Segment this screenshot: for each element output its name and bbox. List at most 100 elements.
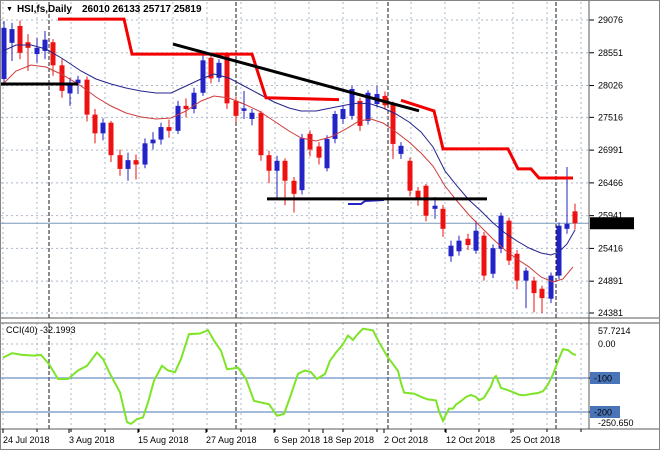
candle-body	[539, 288, 545, 299]
candle-body	[490, 248, 496, 274]
date-axis-label: 18 Sep 2018	[323, 435, 374, 445]
candle-body	[249, 112, 255, 119]
candle-body	[556, 225, 562, 276]
candle-body	[481, 235, 487, 276]
date-axis-label: 25 Oct 2018	[511, 435, 560, 445]
candle-body	[307, 133, 313, 150]
candle-body	[224, 54, 230, 104]
indicator-title: CCI(40) -32.1993	[6, 325, 76, 335]
chart-ohlc-values: 26010 26133 25717 25819	[81, 4, 202, 15]
date-axis-label: 15 Aug 2018	[138, 435, 189, 445]
candle-body	[473, 230, 479, 251]
trendline-object	[172, 42, 420, 113]
date-axis-label: 27 Aug 2018	[206, 435, 257, 445]
candle-body	[407, 160, 413, 191]
chart-title: ▼ HSI,fs,Daily 26010 26133 25717 25819	[6, 4, 202, 15]
ma-upper-line	[2, 44, 576, 256]
candle-body	[357, 100, 363, 126]
cci-level-label: -100	[594, 374, 612, 384]
candle-body	[216, 62, 222, 78]
candle-body	[415, 190, 421, 200]
candle-body	[299, 138, 305, 191]
candle-body	[158, 127, 164, 140]
price-axis-label: 24381	[598, 308, 623, 318]
candle-body	[142, 143, 148, 165]
candle-body	[316, 146, 322, 158]
candle-body	[506, 220, 512, 261]
candle-body	[498, 215, 504, 249]
price-axis-label: 28551	[598, 48, 623, 58]
candle-body	[340, 108, 346, 119]
candle-body	[282, 160, 288, 181]
candle-body	[117, 155, 123, 169]
candle-body	[183, 105, 189, 109]
candle-body	[67, 83, 73, 94]
candle-body	[531, 280, 537, 294]
current-price-label: 25819	[594, 219, 619, 229]
date-axis-label: 3 Aug 2018	[69, 435, 115, 445]
candle-body	[1, 27, 7, 80]
candle-body	[34, 47, 40, 55]
candle-body	[150, 139, 156, 144]
candle-body	[233, 100, 239, 116]
candle-body	[100, 122, 106, 134]
candle-body	[125, 160, 131, 169]
cci-line	[2, 327, 577, 426]
price-axis-label: 26466	[598, 178, 623, 188]
date-axis-label: 2 Oct 2018	[384, 435, 428, 445]
price-axis-label: 25941	[598, 211, 623, 221]
price-axis-label: 24891	[598, 276, 623, 286]
candle-body	[349, 89, 355, 116]
candle-body	[133, 160, 139, 165]
candle-body	[175, 105, 181, 131]
cci-max-label: 57.7214	[598, 326, 631, 336]
candle-body	[266, 155, 272, 171]
candle-body	[59, 65, 65, 91]
ma-lower-line	[2, 64, 574, 283]
candle-body	[332, 113, 338, 139]
candle-body	[390, 103, 396, 144]
date-axis-label: 24 Jul 2018	[3, 435, 50, 445]
candle-body	[398, 145, 404, 154]
price-axis-label: 26991	[598, 145, 623, 155]
candle-body	[548, 275, 554, 299]
candle-body	[291, 180, 297, 194]
candle-body	[191, 92, 197, 109]
candle-body	[514, 253, 520, 281]
chart-symbol-period: HSI,fs,Daily	[16, 4, 72, 15]
candle-body	[92, 114, 98, 134]
candle-body	[200, 60, 206, 93]
cci-level-box	[590, 406, 620, 418]
current-price-box	[590, 217, 634, 230]
candle-body	[440, 208, 446, 229]
cci-level-label: -200	[594, 408, 612, 418]
candle-body	[208, 57, 214, 79]
candle-body	[432, 205, 438, 209]
price-axis-label: 25416	[598, 243, 623, 253]
candle-body	[42, 39, 48, 51]
candle-body	[17, 25, 23, 53]
candle-body	[423, 185, 429, 216]
date-axis-label: 12 Oct 2018	[446, 435, 495, 445]
candle-body	[241, 108, 247, 111]
trailing-stop-line	[400, 98, 573, 180]
candle-body	[274, 160, 280, 171]
candle-body	[448, 245, 454, 257]
dropdown-triangle-icon: ▼	[6, 6, 13, 13]
candle-body	[108, 122, 114, 156]
date-axis-label: 6 Sep 2018	[274, 435, 320, 445]
cci-zero-label: 0.00	[598, 339, 616, 349]
candle-body	[456, 240, 462, 252]
trailing-stop-line	[58, 17, 340, 102]
candle-body	[523, 270, 529, 281]
price-axis-label: 29076	[598, 15, 623, 25]
candle-body	[572, 211, 578, 224]
candle-body	[465, 238, 471, 246]
price-axis-label: 27516	[598, 112, 623, 122]
candle-body	[166, 127, 172, 131]
candle-body	[9, 29, 15, 43]
candle-body	[564, 223, 570, 229]
candle-body	[50, 42, 56, 66]
